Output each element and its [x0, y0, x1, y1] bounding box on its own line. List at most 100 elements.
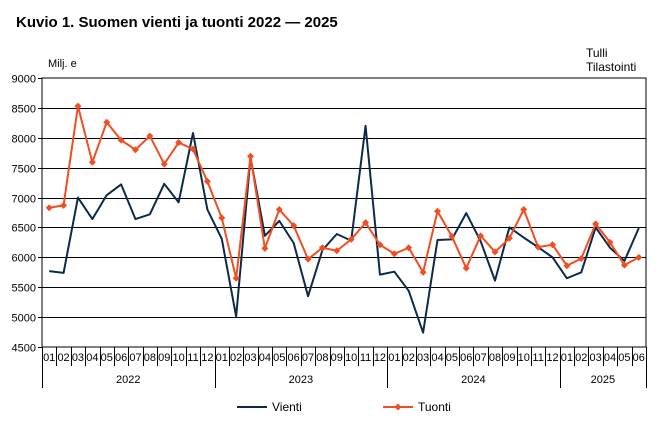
data-point-tuonti [448, 232, 456, 240]
data-point-tuonti [520, 206, 528, 214]
x-tick-label: 06 [633, 352, 645, 364]
x-tick-label: 05 [618, 352, 630, 364]
x-tick-label: 11 [360, 352, 371, 364]
data-point-tuonti [74, 102, 82, 110]
data-point-tuonti [606, 238, 614, 246]
y-tick-label: 8000 [12, 134, 36, 146]
y-tick-label: 6500 [12, 223, 36, 235]
x-tick-label: 12 [546, 352, 558, 364]
x-tick-label: 03 [590, 352, 602, 364]
x-tick-label: 09 [503, 352, 515, 364]
x-tick-label: 07 [129, 352, 141, 364]
x-tick-label: 09 [331, 352, 343, 364]
data-point-tuonti [347, 235, 355, 243]
x-tick-label: 08 [489, 352, 501, 364]
data-point-tuonti [592, 220, 600, 228]
y-tick-label: 7500 [12, 164, 36, 176]
data-point-tuonti [203, 177, 211, 185]
x-tick-label: 05 [101, 352, 113, 364]
x-tick-label: 01 [561, 352, 573, 364]
x-tick-label: 01 [43, 352, 55, 364]
data-point-tuonti [290, 222, 298, 230]
data-point-tuonti [189, 145, 197, 153]
gridlines [41, 77, 647, 348]
x-tick-label: 01 [216, 352, 228, 364]
data-point-tuonti [247, 152, 255, 160]
data-point-tuonti [131, 146, 139, 154]
x-tick-label: 10 [345, 352, 357, 364]
data-point-tuonti [318, 244, 326, 252]
y-axis-unit-label: Milj. e [48, 58, 77, 70]
x-tick-label: 08 [316, 352, 328, 364]
legend: Vienti Tuonti [237, 400, 451, 414]
data-point-tuonti [146, 132, 154, 140]
x-tick-label: 07 [302, 352, 314, 364]
y-tick-label: 4500 [12, 343, 36, 355]
data-point-tuonti [635, 253, 643, 261]
page-title: Kuvio 1. Suomen vienti ja tuonti 2022 — … [16, 14, 338, 31]
x-tick-label: 12 [374, 352, 386, 364]
data-point-tuonti [620, 261, 628, 269]
year-label: 2022 [116, 374, 140, 386]
year-label: 2023 [289, 374, 313, 386]
legend-marker [394, 403, 402, 411]
legend-label: Tuonti [418, 400, 451, 414]
data-point-tuonti [549, 241, 557, 249]
data-point-tuonti [275, 206, 283, 214]
x-tick-label: 04 [259, 352, 271, 364]
y-tick-label: 8500 [12, 104, 36, 116]
data-point-tuonti [218, 214, 226, 222]
data-point-tuonti [88, 158, 96, 166]
x-tick-label: 02 [575, 352, 587, 364]
data-point-tuonti [45, 204, 53, 212]
source-line: Tilastointi [586, 60, 637, 74]
x-axis-ticks: 01 02 03 04 05 06 07 08 09 10 11 12 01 02 03 04 05 06 07 08… [42, 347, 647, 388]
data-point-tuonti [232, 274, 240, 282]
source-note: Tulli Tilastointi [586, 46, 636, 74]
source-line: Tulli [586, 46, 608, 60]
x-tick-label: 06 [115, 352, 127, 364]
x-tick-label: 05 [273, 352, 285, 364]
x-tick-label: 03 [244, 352, 256, 364]
data-point-tuonti [462, 264, 470, 272]
x-tick-label: 01 [388, 352, 400, 364]
data-point-tuonti [160, 160, 168, 168]
data-point-tuonti [433, 207, 441, 215]
x-tick-label: 09 [158, 352, 170, 364]
x-tick-label: 08 [144, 352, 156, 364]
y-tick-label: 6000 [12, 253, 36, 265]
legend-label: Vienti [272, 400, 302, 414]
x-tick-label: 11 [532, 352, 543, 364]
series-lines [45, 102, 643, 334]
data-point-tuonti [405, 244, 413, 252]
x-tick-label: 04 [604, 352, 616, 364]
x-tick-label: 04 [431, 352, 443, 364]
y-axis-ticks: 4500 5000 5500 6000 6500 7000 7500 8000 8500 9000 [12, 74, 42, 355]
series-line-vienti [49, 124, 640, 334]
data-point-tuonti [577, 255, 585, 263]
y-tick-label: 9000 [12, 74, 36, 86]
x-tick-label: 03 [72, 352, 84, 364]
x-tick-label: 02 [230, 352, 242, 364]
data-point-tuonti [505, 234, 513, 242]
series-line-tuonti [49, 105, 640, 280]
x-tick-label: 02 [403, 352, 415, 364]
legend-item-tuonti: Tuonti [383, 400, 451, 414]
data-point-tuonti [261, 244, 269, 252]
x-tick-label: 06 [460, 352, 472, 364]
data-point-tuonti [117, 136, 125, 144]
year-label: 2025 [591, 374, 615, 386]
data-point-tuonti [376, 241, 384, 249]
data-point-tuonti [534, 243, 542, 251]
data-point-tuonti [390, 250, 398, 258]
data-point-tuonti [60, 201, 68, 209]
x-tick-label: 10 [518, 352, 530, 364]
x-tick-label: 12 [201, 352, 213, 364]
data-point-tuonti [103, 118, 111, 126]
data-point-tuonti [477, 232, 485, 240]
data-point-tuonti [491, 248, 499, 256]
x-tick-label: 10 [172, 352, 184, 364]
x-tick-label: 06 [288, 352, 300, 364]
data-point-tuonti [304, 255, 312, 263]
x-tick-label: 11 [187, 352, 198, 364]
